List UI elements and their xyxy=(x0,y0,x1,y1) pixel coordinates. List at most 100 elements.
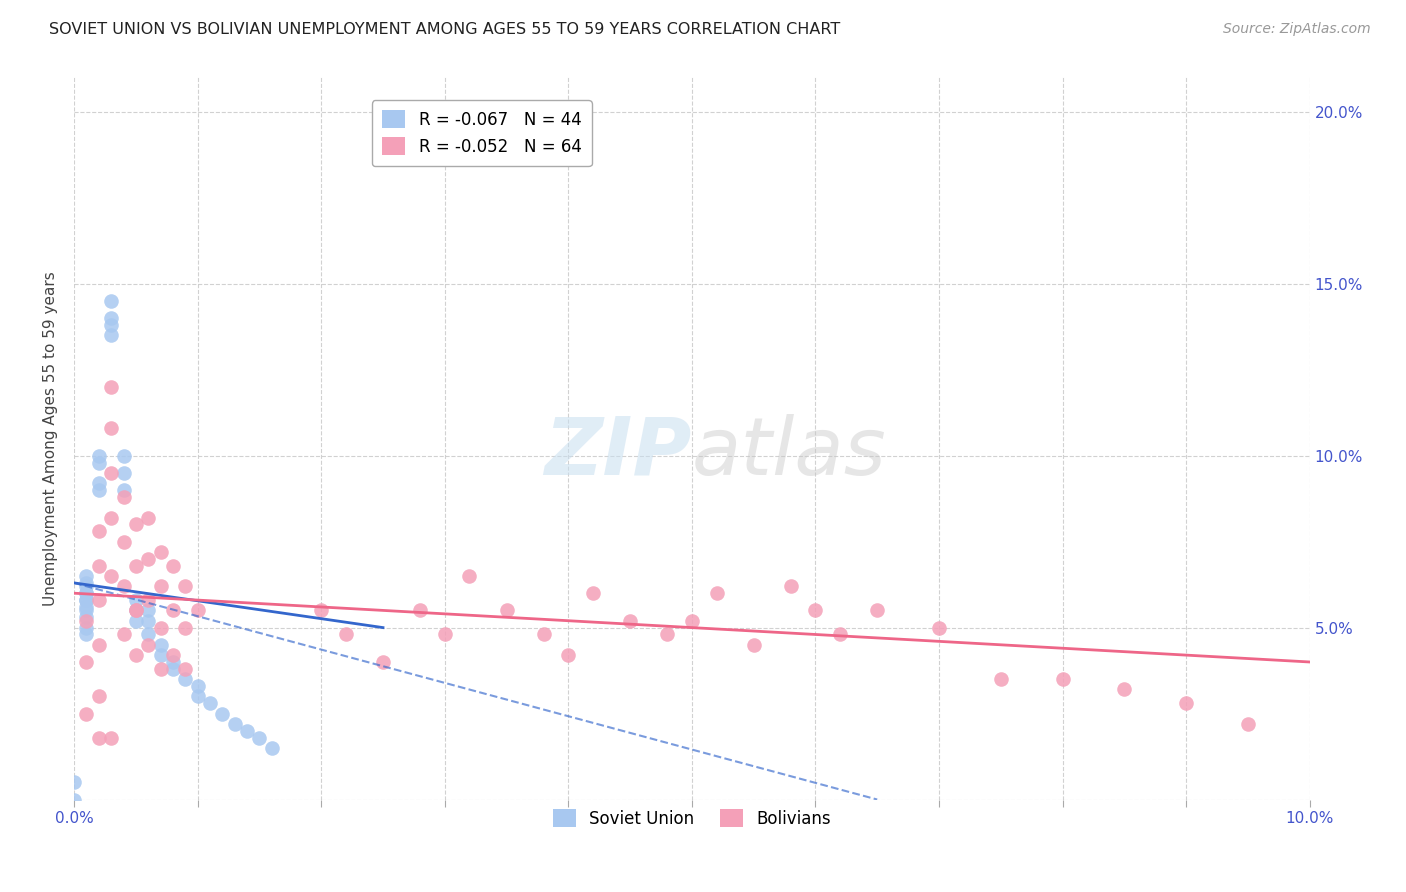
Text: SOVIET UNION VS BOLIVIAN UNEMPLOYMENT AMONG AGES 55 TO 59 YEARS CORRELATION CHAR: SOVIET UNION VS BOLIVIAN UNEMPLOYMENT AM… xyxy=(49,22,841,37)
Point xyxy=(87,558,110,573)
Point xyxy=(87,524,110,539)
Point xyxy=(260,741,283,756)
Point xyxy=(75,575,97,590)
Point xyxy=(779,579,801,593)
Point xyxy=(112,490,135,504)
Point xyxy=(75,614,97,628)
Point xyxy=(100,510,122,524)
Point xyxy=(149,545,172,559)
Point xyxy=(112,579,135,593)
Point xyxy=(706,586,728,600)
Point xyxy=(75,586,97,600)
Point xyxy=(75,706,97,721)
Point xyxy=(136,510,159,524)
Point xyxy=(149,648,172,662)
Point xyxy=(309,603,332,617)
Point xyxy=(87,456,110,470)
Point xyxy=(100,569,122,583)
Point xyxy=(75,621,97,635)
Point xyxy=(75,579,97,593)
Point xyxy=(100,311,122,326)
Point xyxy=(112,466,135,480)
Text: ZIP: ZIP xyxy=(544,414,692,491)
Point xyxy=(162,662,184,676)
Point xyxy=(125,603,148,617)
Point xyxy=(100,380,122,394)
Point xyxy=(112,534,135,549)
Point xyxy=(75,610,97,624)
Point xyxy=(136,593,159,607)
Point xyxy=(87,690,110,704)
Point xyxy=(100,293,122,308)
Point xyxy=(87,449,110,463)
Point xyxy=(75,599,97,614)
Legend: Soviet Union, Bolivians: Soviet Union, Bolivians xyxy=(546,803,838,835)
Point xyxy=(174,672,197,686)
Point xyxy=(100,731,122,745)
Point xyxy=(87,638,110,652)
Point xyxy=(866,603,889,617)
Point xyxy=(112,627,135,641)
Point xyxy=(533,627,555,641)
Point xyxy=(136,638,159,652)
Point xyxy=(125,614,148,628)
Point xyxy=(149,621,172,635)
Point xyxy=(162,648,184,662)
Point xyxy=(100,328,122,343)
Text: atlas: atlas xyxy=(692,414,887,491)
Point xyxy=(198,696,221,710)
Point xyxy=(187,603,209,617)
Point xyxy=(63,792,86,806)
Point xyxy=(657,627,679,641)
Point xyxy=(187,690,209,704)
Point xyxy=(87,476,110,491)
Point xyxy=(125,603,148,617)
Point xyxy=(162,655,184,669)
Point xyxy=(335,627,357,641)
Point xyxy=(63,775,86,789)
Point xyxy=(87,731,110,745)
Point xyxy=(100,421,122,435)
Point xyxy=(557,648,579,662)
Point xyxy=(75,593,97,607)
Point xyxy=(75,603,97,617)
Point xyxy=(742,638,765,652)
Point xyxy=(75,627,97,641)
Point xyxy=(125,517,148,532)
Point xyxy=(495,603,517,617)
Point xyxy=(804,603,827,617)
Point xyxy=(112,449,135,463)
Point xyxy=(125,558,148,573)
Point xyxy=(112,483,135,497)
Point xyxy=(990,672,1012,686)
Point xyxy=(162,603,184,617)
Point xyxy=(125,603,148,617)
Point xyxy=(75,655,97,669)
Point xyxy=(371,655,394,669)
Point xyxy=(162,558,184,573)
Point xyxy=(174,621,197,635)
Point xyxy=(1052,672,1074,686)
Point xyxy=(125,648,148,662)
Y-axis label: Unemployment Among Ages 55 to 59 years: Unemployment Among Ages 55 to 59 years xyxy=(44,271,58,606)
Point xyxy=(136,551,159,566)
Point xyxy=(458,569,481,583)
Point xyxy=(100,318,122,332)
Point xyxy=(681,614,703,628)
Point xyxy=(928,621,950,635)
Point xyxy=(582,586,605,600)
Point xyxy=(249,731,271,745)
Point xyxy=(75,586,97,600)
Point xyxy=(1175,696,1198,710)
Point xyxy=(211,706,233,721)
Point xyxy=(149,638,172,652)
Point xyxy=(1114,682,1136,697)
Point xyxy=(433,627,456,641)
Point xyxy=(409,603,432,617)
Point xyxy=(174,579,197,593)
Point xyxy=(619,614,641,628)
Point xyxy=(149,579,172,593)
Point xyxy=(224,717,246,731)
Point xyxy=(75,569,97,583)
Point xyxy=(87,483,110,497)
